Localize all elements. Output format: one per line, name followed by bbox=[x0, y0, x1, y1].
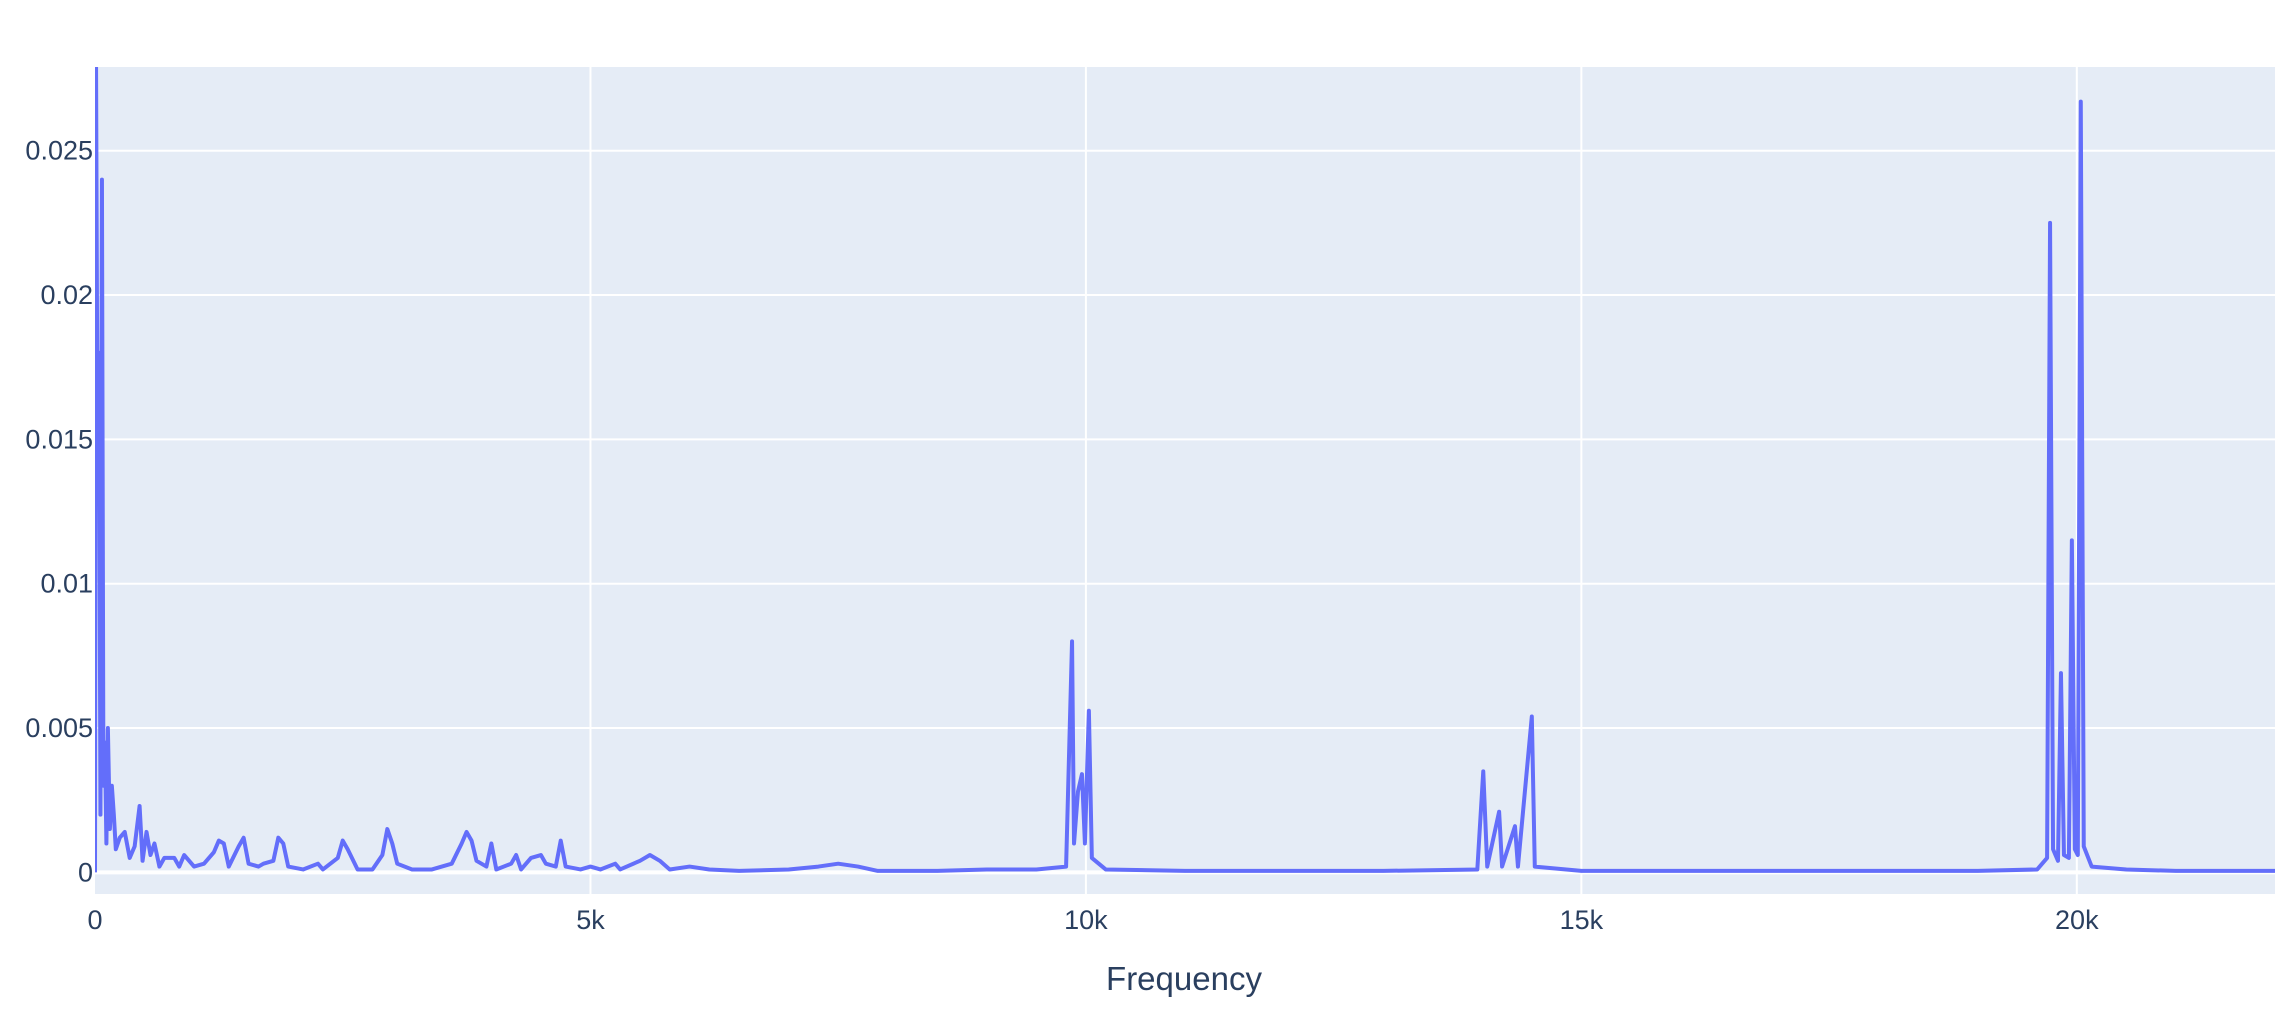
series-line bbox=[95, 67, 2275, 873]
x-tick-label: 5k bbox=[576, 905, 605, 935]
plot-background bbox=[95, 67, 2275, 894]
y-tick-label: 0 bbox=[78, 857, 93, 887]
x-tick-label: 20k bbox=[2055, 905, 2099, 935]
x-tick-label: 10k bbox=[1064, 905, 1108, 935]
x-tick-label: 15k bbox=[1560, 905, 1604, 935]
y-tick-label: 0.02 bbox=[40, 280, 93, 310]
y-tick-label: 0.01 bbox=[40, 569, 93, 599]
x-axis-title: Frequency bbox=[1106, 960, 1262, 997]
x-tick-label: 0 bbox=[87, 905, 102, 935]
plot-area bbox=[95, 67, 2275, 873]
x-axis-tick-labels: 0 5k 10k 15k 20k bbox=[87, 905, 2099, 935]
y-tick-label: 0.025 bbox=[25, 136, 93, 166]
y-tick-label: 0.005 bbox=[25, 713, 93, 743]
y-tick-label: 0.015 bbox=[25, 424, 93, 454]
y-axis-tick-labels: 0 0.005 0.01 0.015 0.02 0.025 bbox=[25, 136, 93, 888]
